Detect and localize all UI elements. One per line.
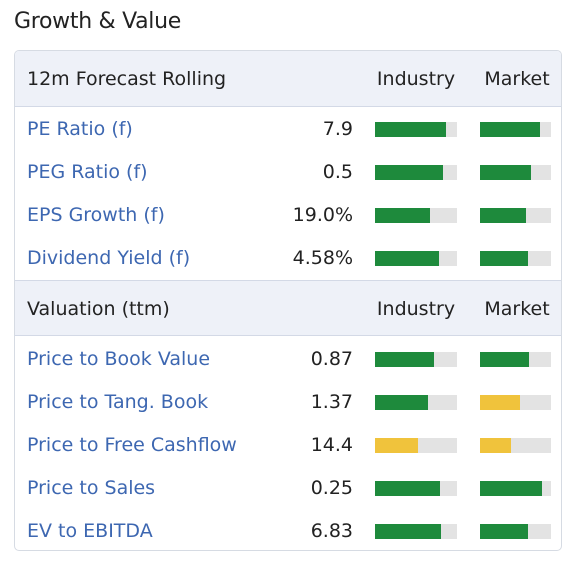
- industry-rating-bar: [375, 122, 457, 137]
- market-bar-fill: [480, 208, 527, 223]
- market-bar-fill: [480, 395, 520, 410]
- industry-bar-fill: [375, 165, 444, 180]
- industry-rating-bar: [375, 165, 457, 180]
- market-bar-fill: [480, 524, 529, 539]
- metric-value: 19.0%: [292, 204, 353, 226]
- industry-column-header: Industry: [376, 68, 456, 90]
- metric-row-dividend-yield: Dividend Yield (f) 4.58%: [15, 237, 561, 280]
- market-rating-bar: [480, 524, 551, 539]
- market-bar-fill: [480, 438, 512, 453]
- industry-rating-bar: [375, 208, 457, 223]
- market-bar-fill: [480, 481, 542, 496]
- metric-link[interactable]: Price to Book Value: [27, 348, 211, 370]
- metric-row-price-to-tang-book: Price to Tang. Book 1.37: [15, 381, 561, 424]
- metric-value: 0.25: [310, 477, 353, 499]
- metric-value: 4.58%: [292, 247, 353, 269]
- market-bar-fill: [480, 352, 529, 367]
- metric-value: 0.87: [310, 348, 353, 370]
- market-rating-bar: [480, 251, 551, 266]
- metric-link[interactable]: Dividend Yield (f): [27, 247, 191, 269]
- industry-bar-fill: [375, 395, 429, 410]
- industry-rating-bar: [375, 524, 457, 539]
- industry-bar-fill: [375, 251, 439, 266]
- industry-bar-fill: [375, 122, 447, 137]
- market-column-header: Market: [484, 298, 550, 320]
- industry-bar-fill: [375, 208, 430, 223]
- market-rating-bar: [480, 122, 551, 137]
- metric-link[interactable]: Price to Sales: [27, 477, 156, 499]
- metric-link[interactable]: PEG Ratio (f): [27, 161, 148, 183]
- section-heading: Valuation (ttm): [27, 298, 170, 320]
- market-bar-fill: [480, 251, 529, 266]
- widget-title: Growth & Value: [14, 9, 181, 34]
- industry-rating-bar: [375, 395, 457, 410]
- growth-value-card: 12m Forecast Rolling Industry Market PE …: [14, 50, 562, 551]
- market-bar-fill: [480, 122, 540, 137]
- market-rating-bar: [480, 438, 551, 453]
- industry-rating-bar: [375, 438, 457, 453]
- metric-value: 1.37: [310, 391, 353, 413]
- market-rating-bar: [480, 352, 551, 367]
- industry-rating-bar: [375, 352, 457, 367]
- metric-row-eps-growth: EPS Growth (f) 19.0%: [15, 194, 561, 237]
- market-rating-bar: [480, 395, 551, 410]
- metric-value: 6.83: [310, 520, 353, 542]
- forecast-section-header: 12m Forecast Rolling Industry Market: [15, 51, 561, 107]
- market-rating-bar: [480, 165, 551, 180]
- industry-bar-fill: [375, 524, 441, 539]
- metric-row-pe-ratio: PE Ratio (f) 7.9: [15, 108, 561, 151]
- industry-rating-bar: [375, 481, 457, 496]
- market-bar-fill: [480, 165, 532, 180]
- market-column-header: Market: [484, 68, 550, 90]
- metric-row-price-to-free-cashflow: Price to Free Cashflow 14.4: [15, 424, 561, 467]
- metric-value: 7.9: [322, 118, 353, 140]
- metric-row-price-to-sales: Price to Sales 0.25: [15, 467, 561, 510]
- section-heading: 12m Forecast Rolling: [27, 68, 227, 90]
- metric-value: 14.4: [310, 434, 353, 456]
- market-rating-bar: [480, 208, 551, 223]
- industry-column-header: Industry: [376, 298, 456, 320]
- metric-row-ev-to-ebitda: EV to EBITDA 6.83: [15, 510, 561, 550]
- industry-rating-bar: [375, 251, 457, 266]
- industry-bar-fill: [375, 481, 440, 496]
- metric-link[interactable]: EV to EBITDA: [27, 520, 153, 542]
- industry-bar-fill: [375, 438, 418, 453]
- metric-link[interactable]: Price to Tang. Book: [27, 391, 209, 413]
- metric-value: 0.5: [322, 161, 353, 183]
- valuation-section-header: Valuation (ttm) Industry Market: [15, 280, 561, 336]
- metric-row-price-to-book: Price to Book Value 0.87: [15, 338, 561, 381]
- market-rating-bar: [480, 481, 551, 496]
- industry-bar-fill: [375, 352, 435, 367]
- metric-link[interactable]: PE Ratio (f): [27, 118, 133, 140]
- metric-link[interactable]: EPS Growth (f): [27, 204, 165, 226]
- metric-link[interactable]: Price to Free Cashflow: [27, 434, 237, 456]
- metric-row-peg-ratio: PEG Ratio (f) 0.5: [15, 151, 561, 194]
